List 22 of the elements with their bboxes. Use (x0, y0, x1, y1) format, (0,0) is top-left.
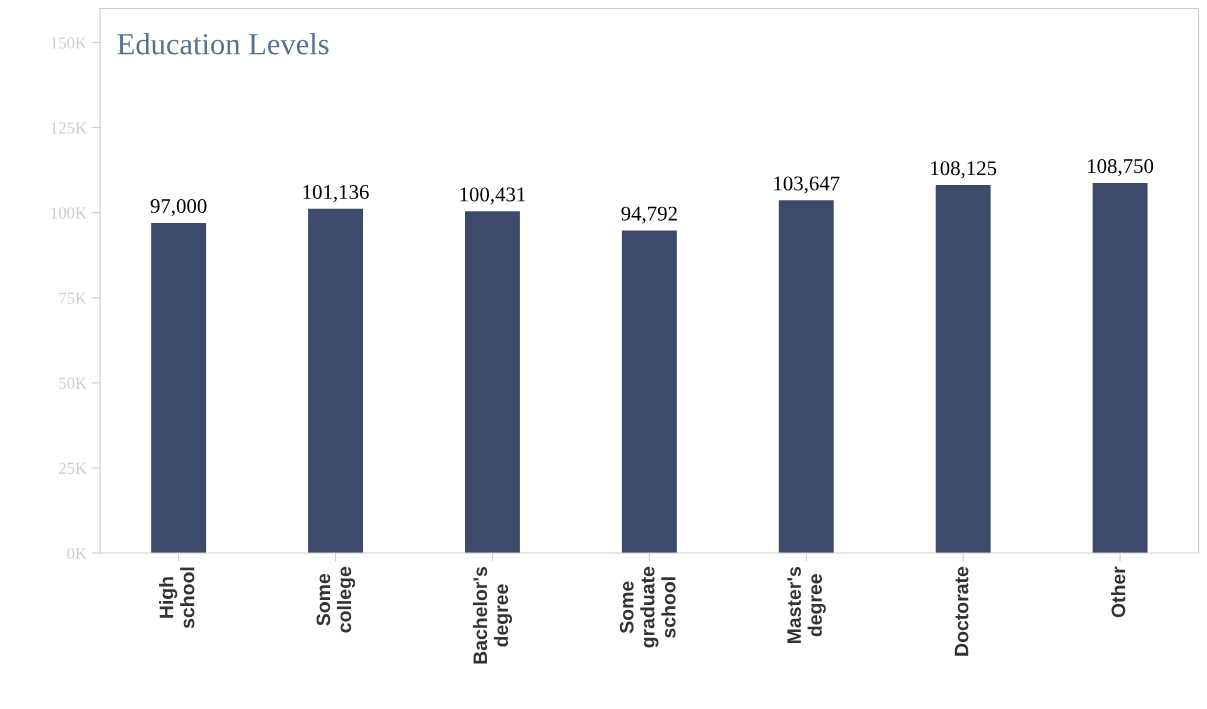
data-label: 101,136 (303, 184, 369, 203)
x-tick-label: Some college (316, 566, 356, 633)
bar (935, 185, 991, 554)
x-tick-label: Bachelor's degree (472, 567, 513, 664)
text: Education Levels (117, 33, 329, 55)
x-tick-label: Other (1111, 566, 1126, 618)
bar (465, 211, 520, 554)
bar (308, 208, 364, 554)
data-label: 94,792 (621, 206, 677, 224)
x-tick-label: High school (159, 567, 195, 629)
x-tick-label: Master's degree (787, 567, 826, 644)
bar (151, 222, 207, 554)
data-label: 103,647 (774, 176, 840, 194)
data-label: 108,750 (1088, 159, 1154, 177)
bar (621, 230, 677, 554)
x-tick-label: Doctorate (954, 566, 969, 656)
data-label: 108,125 (931, 161, 997, 179)
data-label: 97,000 (150, 199, 207, 217)
bar (1092, 182, 1148, 554)
x-tick-label: Some graduate school (619, 566, 676, 648)
data-label: 100,431 (460, 187, 526, 205)
bar (778, 200, 834, 554)
